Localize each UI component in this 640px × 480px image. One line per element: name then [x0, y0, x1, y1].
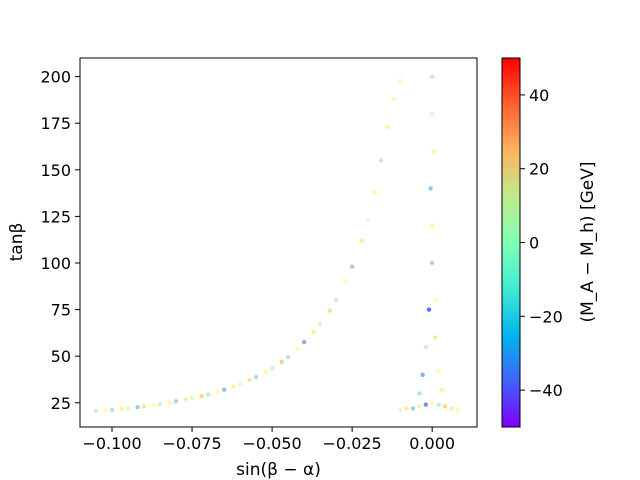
y-tick-label: 50	[51, 347, 71, 366]
scatter-point	[93, 409, 99, 414]
scatter-point	[433, 298, 438, 303]
scatter-point	[417, 391, 422, 396]
scatter-point	[205, 392, 211, 397]
scatter-point	[349, 264, 355, 269]
scatter-point	[365, 217, 371, 223]
scatter-point	[430, 400, 435, 405]
scatter-point	[183, 397, 188, 402]
scatter-point	[423, 402, 428, 407]
scatter-point	[404, 406, 409, 411]
scatter-point	[423, 344, 428, 350]
scatter-point	[119, 406, 124, 411]
scatter-point	[247, 377, 252, 383]
scatter-point	[253, 374, 259, 380]
x-tick-label: −0.075	[162, 434, 221, 453]
scatter-point	[167, 400, 172, 405]
y-tick-label: 75	[51, 301, 71, 320]
y-axis: 25 50 75 100 125 150 175 200	[40, 68, 80, 413]
scatter-point	[430, 111, 435, 117]
scatter-point	[157, 401, 163, 407]
scatter-point	[221, 387, 227, 392]
scatter-point	[263, 369, 268, 375]
scatter-point	[455, 408, 460, 413]
scatter-point	[359, 238, 364, 243]
scatter-point	[420, 372, 425, 377]
scatter-point	[151, 402, 156, 408]
scatter-point	[109, 407, 115, 413]
x-tick-label: 0.000	[409, 434, 455, 453]
scatter-point	[436, 368, 441, 374]
scatter-point	[426, 307, 432, 312]
scatter-point	[343, 279, 348, 284]
y-tick-label: 150	[40, 161, 71, 180]
scatter-point	[189, 395, 195, 401]
colorbar-tick-label: −40	[529, 381, 563, 400]
scatter-point	[385, 124, 390, 130]
y-tick-label: 175	[40, 114, 71, 133]
scatter-point	[269, 366, 275, 371]
scatter-point	[430, 74, 435, 79]
scatter-point	[431, 149, 436, 154]
scatter-point	[417, 404, 422, 409]
scatter-point	[215, 389, 220, 394]
scatter-point	[301, 340, 307, 345]
x-tick-label: −0.025	[323, 434, 382, 453]
scatter-point	[398, 78, 403, 83]
x-tick-label: −0.050	[242, 434, 301, 453]
scatter-point	[231, 384, 236, 389]
x-tick-label: −0.100	[82, 434, 141, 453]
colorbar-tick-label: 0	[529, 234, 539, 253]
colorbar	[501, 57, 521, 428]
scatter-point	[125, 406, 131, 411]
scatter-point	[295, 346, 300, 351]
scatter-point	[311, 329, 316, 335]
colorbar-label: (M_A − M_h) [GeV]	[578, 162, 598, 323]
scatter-point	[430, 260, 435, 266]
scatter-point	[428, 186, 433, 191]
scatter-point	[333, 298, 339, 303]
scatter-point	[103, 408, 108, 413]
colorbar-tick-label: 40	[529, 86, 549, 105]
scatter-point	[173, 399, 179, 404]
colorbar-tick-label: 20	[529, 160, 549, 179]
scatter-point	[378, 158, 384, 163]
x-axis: −0.100 −0.075 −0.050 −0.025 0.000	[82, 427, 455, 453]
y-tick-label: 125	[40, 207, 71, 226]
y-tick-label: 200	[40, 68, 71, 87]
scatter-point	[317, 322, 323, 327]
scatter-point	[442, 404, 448, 409]
colorbar-tick-label: −20	[529, 307, 563, 326]
scatter-point	[199, 393, 204, 399]
scatter-point	[410, 406, 416, 411]
scatter-point	[372, 190, 377, 195]
scatter-point	[237, 381, 243, 387]
colorbar-axis: 40 20 0 −20 −40	[520, 86, 563, 400]
scatter-points	[93, 74, 460, 414]
scatter-point	[327, 308, 332, 313]
scatter-point	[285, 354, 291, 360]
scatter-point	[398, 408, 403, 413]
scatter-point	[449, 406, 454, 411]
scatter-point	[279, 359, 284, 364]
x-axis-label: sin(β − α)	[236, 460, 321, 480]
plot-frame	[79, 57, 478, 428]
y-axis-label: tanβ	[7, 223, 27, 262]
y-tick-label: 25	[51, 394, 71, 413]
scatter-point	[439, 387, 444, 392]
scatter-point	[135, 405, 140, 410]
scatter-point	[433, 335, 438, 340]
scatter-point	[430, 223, 435, 228]
scatter-point	[391, 96, 396, 102]
y-tick-label: 100	[40, 254, 71, 273]
scatter-point	[436, 402, 441, 407]
scatter-point	[141, 404, 147, 409]
